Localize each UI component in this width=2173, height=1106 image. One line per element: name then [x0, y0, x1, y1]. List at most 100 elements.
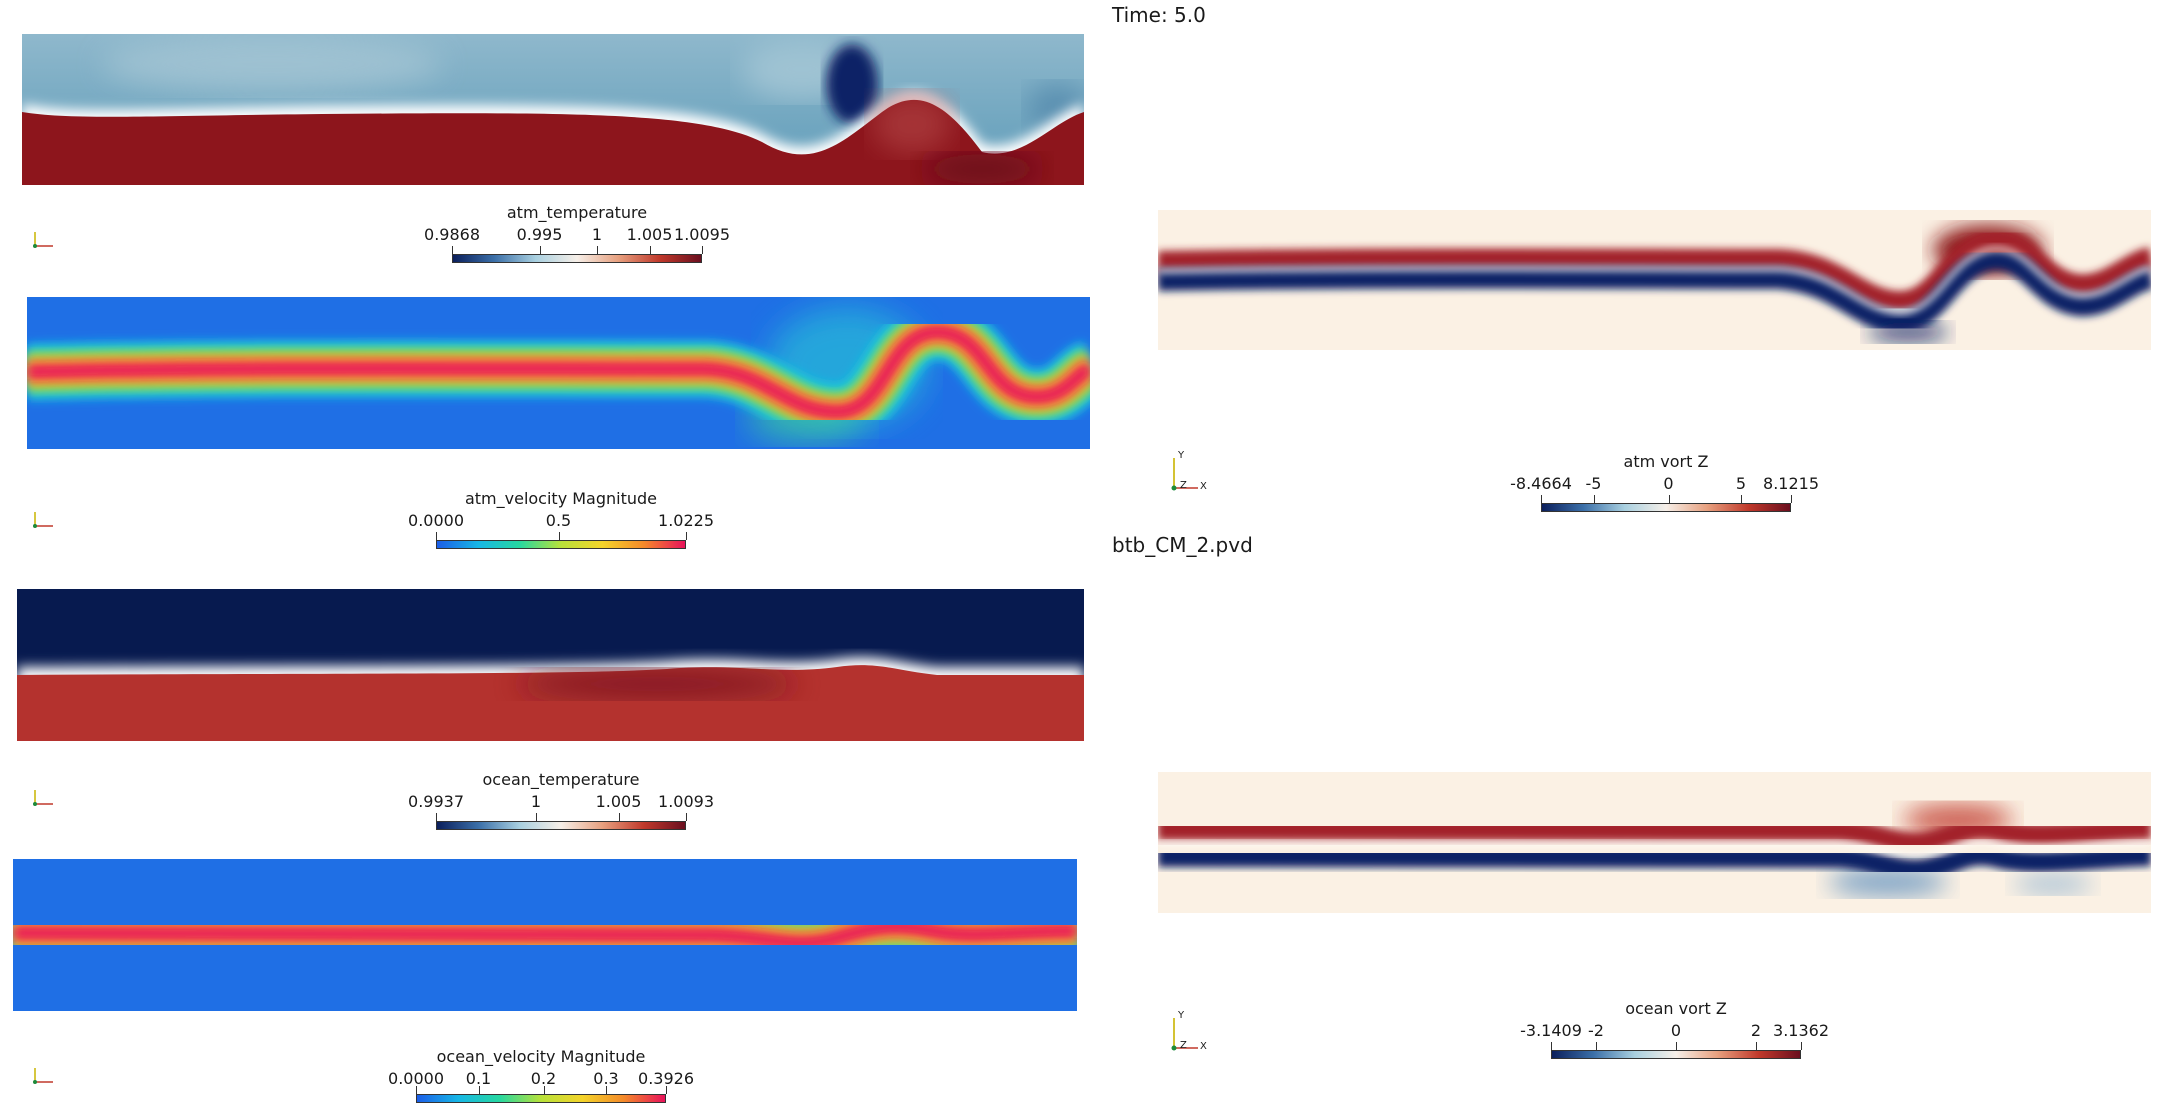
tick-label: 1.005	[626, 225, 673, 244]
axis-z-label: Z	[1180, 480, 1187, 491]
tick-mark	[1668, 495, 1670, 503]
atm-velocity-colorbar: atm_velocity Magnitude 0.0000 0.5 1.0225	[408, 489, 714, 550]
colorbar-title: ocean_velocity Magnitude	[436, 1047, 646, 1066]
ocean-vort-field[interactable]	[1158, 772, 2151, 913]
axes-xyz-icon	[1171, 1018, 1198, 1051]
ocean-temperature-field[interactable]	[17, 589, 1084, 741]
tick-mark	[606, 1086, 607, 1094]
axis-y-label: Y	[1178, 450, 1185, 461]
tick-label: 0.3	[593, 1069, 619, 1088]
colorbar-title: atm vort Z	[1623, 452, 1709, 471]
atm-temperature-colorbar: atm_temperature 0.9868 0.995 1 1.005 1.0…	[424, 203, 730, 264]
tick-label: 0.0000	[388, 1069, 444, 1088]
axis-x-label: X	[1200, 481, 1207, 492]
tick-label: 0.995	[516, 225, 563, 244]
tick-mark	[1756, 1042, 1757, 1050]
tick-mark	[452, 246, 453, 254]
tick-label: 0.9937	[408, 792, 464, 811]
axis-z-label: Z	[1180, 1040, 1187, 1051]
axes-xyz-icon: Y Z X	[1168, 450, 1218, 496]
tick-mark	[1741, 495, 1742, 503]
tick-label: 0.1	[465, 1069, 492, 1088]
axes-xyz-icon: Y Z X	[1168, 1010, 1218, 1056]
tick-label: 5	[1735, 474, 1747, 493]
colorbar-gradient	[416, 1094, 666, 1103]
axes-triad-icon	[33, 1068, 53, 1084]
ocean-vort-plot	[1158, 772, 2151, 913]
colorbar-title: atm_velocity Magnitude	[464, 489, 658, 508]
tick-mark	[686, 813, 687, 821]
colorbar-gradient	[436, 540, 686, 549]
tick-mark	[539, 246, 541, 254]
axes-triad-icon	[33, 232, 53, 248]
tick-label: 0.5	[545, 511, 572, 530]
tick-mark	[543, 1086, 545, 1094]
tick-label: 2	[1750, 1021, 1762, 1040]
tick-label: -3.1409	[1520, 1021, 1582, 1040]
tick-label: 0.3926	[638, 1069, 694, 1088]
atm-vort-field[interactable]	[1158, 210, 2151, 350]
ocean-temperature-plot	[17, 589, 1084, 741]
tick-mark	[416, 1086, 417, 1094]
tick-mark	[666, 1086, 667, 1094]
axes-triad-icon	[33, 1066, 57, 1086]
atm-velocity-plot	[27, 297, 1090, 449]
tick-mark	[702, 246, 703, 254]
tick-label: 0.2	[530, 1069, 557, 1088]
tick-label: 8.1215	[1763, 474, 1819, 493]
axis-x-label: X	[1200, 1041, 1207, 1052]
tick-mark	[1593, 495, 1595, 503]
colorbar-gradient	[1541, 503, 1791, 512]
ocean-velocity-colorbar: ocean_velocity Magnitude 0.0000 0.1 0.2 …	[388, 1047, 694, 1106]
tick-mark	[478, 1086, 480, 1094]
tick-mark	[1596, 1042, 1597, 1050]
colorbar-gradient	[436, 821, 686, 830]
file-label: btb_CM_2.pvd	[1112, 533, 1253, 557]
ocean-temperature-colorbar: ocean_temperature 0.9937 1 1.005 1.0093	[408, 770, 714, 831]
tick-label: -5	[1585, 474, 1602, 493]
tick-label: 1.0093	[658, 792, 714, 811]
tick-label: 1.0225	[658, 511, 714, 530]
atm-velocity-field[interactable]	[27, 297, 1090, 449]
axes-triad-icon	[33, 512, 53, 528]
atm-temperature-field[interactable]	[22, 34, 1084, 185]
atm-vort-colorbar: atm vort Z -8.4664 -5 0 5 8.1215	[1510, 452, 1819, 513]
axes-triad-icon	[33, 790, 53, 806]
tick-label: 0	[1663, 474, 1674, 493]
tick-mark	[436, 532, 437, 540]
tick-mark	[558, 532, 560, 540]
colorbar-title: ocean vort Z	[1625, 999, 1727, 1018]
tick-label: 3.1362	[1773, 1021, 1829, 1040]
tick-label: 1	[591, 225, 603, 244]
ocean-vort-colorbar: ocean vort Z -3.1409 -2 0 2 3.1362	[1520, 999, 1829, 1060]
colorbar-gradient	[1551, 1050, 1801, 1059]
tick-mark	[597, 246, 598, 254]
axes-triad-icon	[33, 788, 57, 808]
colorbar-title: ocean_temperature	[482, 770, 640, 789]
axes-triad-icon	[33, 230, 57, 250]
tick-label: 1	[530, 792, 542, 811]
tick-label: -8.4664	[1510, 474, 1572, 493]
axis-y-label: Y	[1178, 1010, 1185, 1021]
tick-mark	[1541, 495, 1542, 503]
tick-label: 1.0095	[674, 225, 730, 244]
axes-triad-icon	[33, 510, 57, 530]
tick-mark	[536, 813, 537, 821]
ocean-velocity-field[interactable]	[13, 859, 1077, 1011]
time-label: Time: 5.0	[1112, 3, 1206, 27]
tick-mark	[618, 813, 620, 821]
atm-temperature-plot	[22, 34, 1084, 185]
tick-mark	[1791, 495, 1792, 503]
ocean-velocity-plot	[13, 859, 1077, 1011]
tick-mark	[1551, 1042, 1552, 1050]
tick-label: 0.9868	[424, 225, 480, 244]
atm-vort-plot	[1158, 210, 2151, 350]
tick-mark	[686, 532, 687, 540]
colorbar-title: atm_temperature	[506, 203, 648, 222]
tick-label: 1.005	[595, 792, 642, 811]
tick-mark	[649, 246, 651, 254]
tick-mark	[436, 813, 437, 821]
tick-label: -2	[1588, 1021, 1604, 1040]
tick-label: 0	[1670, 1021, 1682, 1040]
tick-label: 0.0000	[408, 511, 464, 530]
